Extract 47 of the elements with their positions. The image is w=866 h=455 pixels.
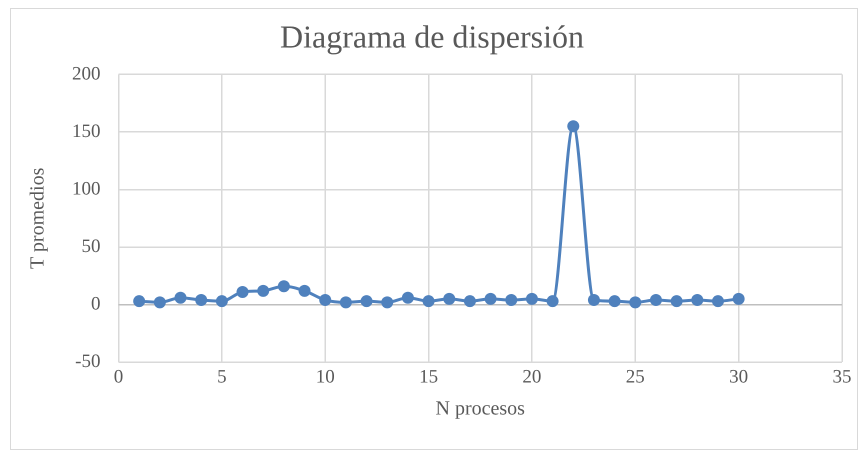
point: [484, 292, 497, 305]
point: [588, 294, 600, 306]
point: [691, 294, 704, 306]
point: [712, 295, 724, 308]
x-tick-label: 20: [522, 366, 542, 388]
point: [278, 280, 290, 292]
y-tick-label: 100: [72, 178, 100, 200]
y-tick-label: -50: [75, 351, 100, 372]
point: [381, 296, 394, 308]
y-tick-label: 0: [91, 294, 100, 315]
x-tick-label: 35: [832, 366, 852, 388]
point: [174, 292, 187, 304]
point: [402, 292, 414, 304]
y-tick-label: 200: [72, 63, 100, 84]
point: [340, 296, 352, 308]
x-tick-label: 10: [316, 366, 335, 388]
point: [422, 295, 435, 308]
point: [298, 284, 311, 297]
point: [236, 286, 249, 298]
x-tick-label: 5: [217, 366, 227, 388]
point: [360, 295, 373, 308]
y-tick-label: 50: [82, 236, 100, 258]
point: [443, 292, 456, 305]
point: [608, 295, 621, 308]
point: [650, 294, 662, 306]
point: [526, 292, 538, 305]
chart-title: Diagrama de dispersión: [280, 18, 584, 55]
x-tick-label: 30: [729, 366, 748, 388]
point: [154, 296, 166, 308]
point: [195, 294, 208, 306]
x-tick-label: 25: [626, 366, 645, 388]
point: [670, 295, 683, 308]
x-tick-label: 15: [419, 366, 438, 388]
point: [505, 294, 518, 306]
point: [732, 292, 745, 305]
point: [546, 295, 559, 308]
point: [133, 295, 146, 308]
point: [257, 284, 270, 297]
y-tick-label: 150: [72, 120, 100, 142]
x-tick-label: 0: [114, 366, 124, 388]
point: [464, 295, 476, 308]
point: [629, 296, 642, 308]
point: [216, 295, 228, 308]
x-axis-title: N procesos: [436, 397, 526, 420]
y-axis-title: T promedios: [26, 167, 48, 269]
point: [319, 294, 332, 306]
point: [567, 120, 580, 132]
